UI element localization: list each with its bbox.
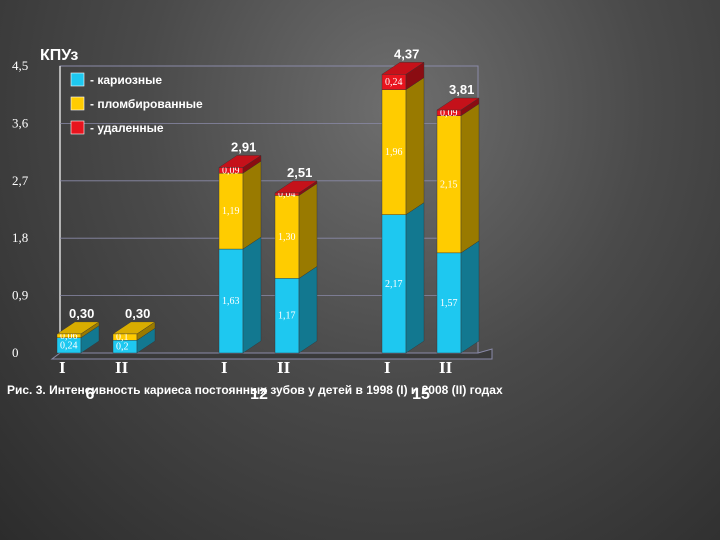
bar-segment-front (274, 195, 300, 279)
bar-segment-side (298, 183, 318, 279)
bar-total-label: 4,37 (394, 46, 419, 61)
legend-swatch (70, 72, 85, 87)
plot-area (50, 65, 493, 360)
x-tick-label: I (59, 358, 66, 377)
bar-top (436, 97, 480, 111)
bar-stack: 1,57 2,15 0,09 3,81 (436, 82, 480, 354)
x-group-label: 12 (250, 386, 268, 403)
bar-segment-front (381, 214, 407, 354)
bar-segment-label: 1,30 (278, 232, 296, 243)
bar-total-label: 2,51 (287, 165, 312, 180)
bar-segment-side (405, 202, 425, 354)
y-tick-label: 1,8 (12, 230, 28, 245)
bar-segment-side (242, 160, 262, 250)
bar-segment-label: 1,57 (440, 298, 458, 309)
x-tick-label: II (277, 358, 291, 377)
bar-segment-front (436, 115, 462, 254)
bar-top (112, 321, 156, 335)
x-tick-label: II (115, 358, 129, 377)
bar-segment-label: 0,04 (278, 189, 296, 200)
bar-segment-side (405, 77, 425, 215)
bar-total-label: 3,81 (449, 82, 474, 97)
bar-segment-label: 2,15 (440, 179, 458, 190)
bar-segment-label: 1,19 (222, 206, 240, 217)
bar-segment-label: 0,1 (116, 332, 129, 343)
bar-segment-label: 2,17 (385, 279, 403, 290)
x-tick-label: I (221, 358, 228, 377)
bar-stack: 1,63 1,19 0,09 2,91 (218, 139, 262, 354)
figure-caption: Рис. 3. Интенсивность кариеса постоянных… (7, 383, 503, 397)
bar-segment-side (460, 103, 480, 254)
x-tick-label: I (384, 358, 391, 377)
bar-top (274, 180, 318, 194)
bar-segment-label: 0,09 (222, 165, 240, 176)
bar-segment-front (381, 89, 407, 215)
bar-segment-side (242, 236, 262, 354)
legend-label: - кариозные (90, 73, 162, 87)
y-tick-label: 0,9 (12, 288, 28, 303)
bar-segment-label: 1,17 (278, 311, 296, 322)
bar-stack: 1,17 1,30 0,04 2,51 (274, 165, 318, 354)
y-tick-label: 2,7 (12, 173, 29, 188)
bar-segment-label: 0,09 (440, 108, 458, 119)
floor (50, 348, 493, 360)
bar-segment-side (460, 240, 480, 354)
legend-swatch (70, 96, 85, 111)
y-tick-label: 3,6 (12, 115, 29, 130)
bar-segment-label: 0,2 (116, 342, 129, 353)
legend-swatch (70, 120, 85, 135)
bar-stack: 0,20,1 0,30 (112, 306, 156, 354)
bar-top (218, 155, 262, 168)
bar-segment-label: 0,06 (60, 331, 78, 342)
y-tick-label: 0 (12, 345, 19, 360)
bar-total-label: 2,91 (231, 139, 256, 154)
bar-segment-front (274, 278, 300, 354)
bar-segment-front (436, 252, 462, 354)
bar-segment-side (298, 266, 318, 354)
bar-total-label: 0,30 (69, 306, 94, 321)
x-tick-label: II (439, 358, 453, 377)
bars: 0,240,060,300,20,10,301,631,190,092,911,… (56, 46, 480, 354)
chart-title: КПУз (40, 47, 78, 64)
bar-stack: 2,17 1,96 0,24 4,37 (381, 46, 425, 354)
legend: - кариозные - пломбированные - удаленные (70, 72, 203, 135)
bar-stack: 0,240,06 0,30 (56, 306, 100, 354)
bar-total-label: 0,30 (125, 306, 150, 321)
x-group-label: 6 (86, 386, 95, 403)
bar-segment-label: 0,24 (60, 340, 78, 351)
bar-segment-label: 1,63 (222, 296, 240, 307)
bar-segment-label: 1,96 (385, 147, 403, 158)
bar-segment-label: 0,24 (385, 77, 403, 88)
x-axis: I II I II I II6 12 15 (59, 358, 453, 403)
y-axis: 0 0,9 1,8 2,7 3,6 4,5 (12, 58, 29, 360)
bar-top (381, 62, 425, 75)
legend-label: - пломбированные (90, 97, 203, 111)
bar-top (56, 321, 100, 335)
y-tick-label: 4,5 (12, 58, 28, 73)
x-group-label: 15 (412, 386, 430, 403)
legend-label: - удаленные (90, 121, 164, 135)
